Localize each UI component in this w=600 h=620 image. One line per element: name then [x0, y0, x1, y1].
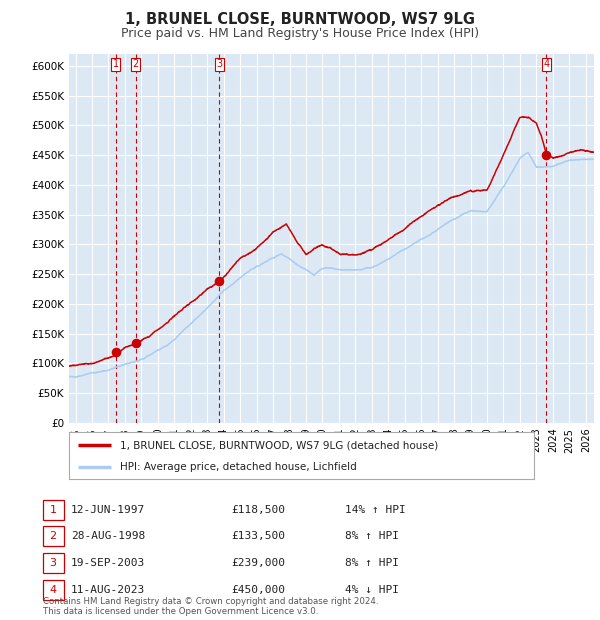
Text: £133,500: £133,500: [231, 531, 285, 541]
Point: [214, 276, 224, 286]
Text: 3: 3: [50, 558, 56, 568]
Text: HPI: Average price, detached house, Lichfield: HPI: Average price, detached house, Lich…: [120, 462, 357, 472]
Text: 12-JUN-1997: 12-JUN-1997: [71, 505, 145, 515]
Text: 1, BRUNEL CLOSE, BURNTWOOD, WS7 9LG: 1, BRUNEL CLOSE, BURNTWOOD, WS7 9LG: [125, 12, 475, 27]
Text: £450,000: £450,000: [231, 585, 285, 595]
Text: 1: 1: [113, 60, 119, 69]
Text: 11-AUG-2023: 11-AUG-2023: [71, 585, 145, 595]
Text: 19-SEP-2003: 19-SEP-2003: [71, 558, 145, 568]
Text: 4% ↓ HPI: 4% ↓ HPI: [345, 585, 399, 595]
Text: 1: 1: [50, 505, 56, 515]
Text: 14% ↑ HPI: 14% ↑ HPI: [345, 505, 406, 515]
Text: £239,000: £239,000: [231, 558, 285, 568]
Text: Contains HM Land Registry data © Crown copyright and database right 2024.
This d: Contains HM Land Registry data © Crown c…: [43, 597, 379, 616]
Text: 2: 2: [50, 531, 56, 541]
Point: [542, 150, 551, 160]
Text: Price paid vs. HM Land Registry's House Price Index (HPI): Price paid vs. HM Land Registry's House …: [121, 27, 479, 40]
Text: 4: 4: [50, 585, 56, 595]
Text: £118,500: £118,500: [231, 505, 285, 515]
Point: [111, 347, 121, 357]
Point: [131, 339, 140, 348]
Text: 2: 2: [133, 60, 139, 69]
Text: 8% ↑ HPI: 8% ↑ HPI: [345, 531, 399, 541]
Text: 1, BRUNEL CLOSE, BURNTWOOD, WS7 9LG (detached house): 1, BRUNEL CLOSE, BURNTWOOD, WS7 9LG (det…: [120, 440, 439, 450]
Text: 28-AUG-1998: 28-AUG-1998: [71, 531, 145, 541]
Text: 3: 3: [216, 60, 222, 69]
Text: 4: 4: [544, 60, 550, 69]
Text: 8% ↑ HPI: 8% ↑ HPI: [345, 558, 399, 568]
